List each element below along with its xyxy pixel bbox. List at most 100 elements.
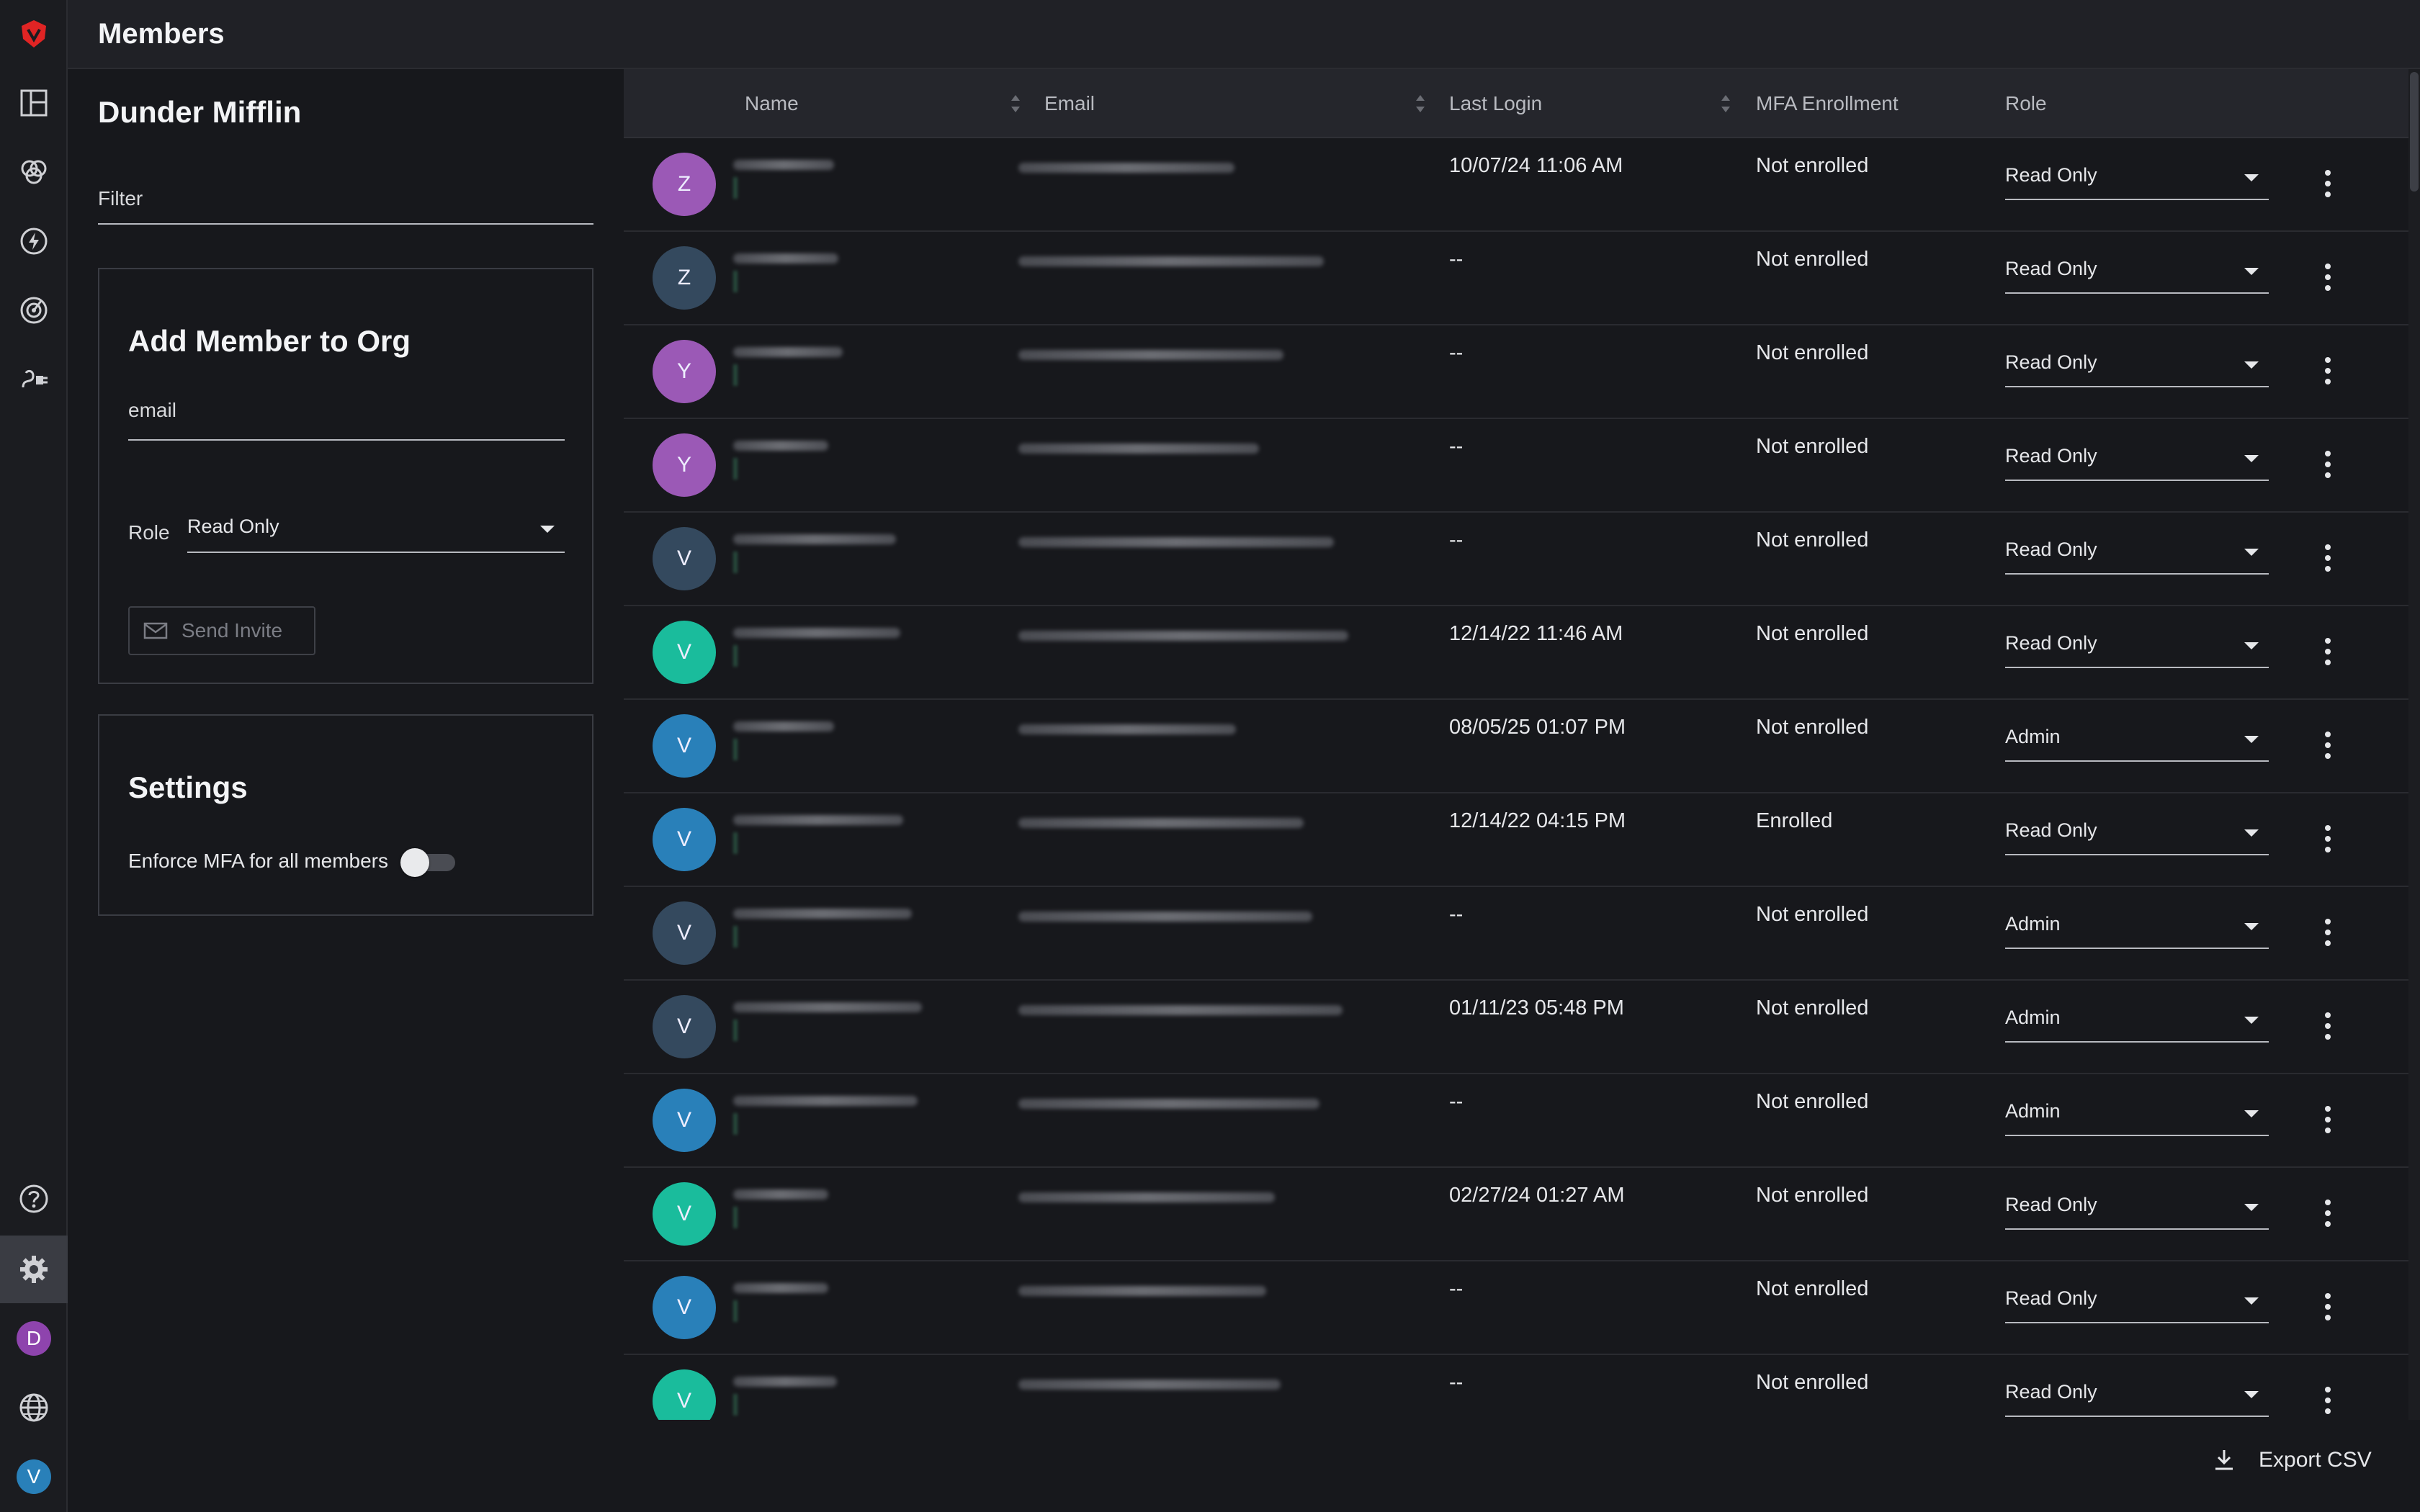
- member-role-select[interactable]: Read Only: [2005, 626, 2269, 668]
- radar-icon[interactable]: [0, 276, 68, 344]
- member-role-select[interactable]: Read Only: [2005, 158, 2269, 200]
- table-row[interactable]: Z -- Not enrolled Read Only: [624, 232, 2408, 325]
- row-more-menu-icon[interactable]: [2321, 914, 2335, 950]
- table-row[interactable]: Z 10/07/24 11:06 AM Not enrolled Read On…: [624, 138, 2408, 232]
- row-more-menu-icon[interactable]: [2321, 446, 2335, 482]
- column-header-mfa[interactable]: MFA Enrollment: [1756, 92, 1899, 114]
- member-name-redacted-mark: [733, 1113, 738, 1135]
- email-input[interactable]: email: [128, 399, 565, 441]
- member-email-redacted: [1018, 1099, 1319, 1109]
- table-row[interactable]: V 12/14/22 11:46 AM Not enrolled Read On…: [624, 606, 2408, 700]
- member-email-redacted: [1018, 163, 1234, 173]
- member-name-redacted-mark: [733, 739, 738, 760]
- dashboard-icon[interactable]: [0, 69, 68, 137]
- mfa-status: Not enrolled: [1756, 248, 1869, 271]
- role-select-value: Read Only: [187, 516, 279, 537]
- member-name-redacted-mark: [733, 645, 738, 667]
- member-name-redacted: [733, 347, 843, 357]
- member-role-select[interactable]: Admin: [2005, 1094, 2269, 1136]
- role-select[interactable]: Read Only: [187, 516, 565, 553]
- intersections-icon[interactable]: [0, 138, 68, 206]
- member-avatar: Z: [653, 246, 716, 310]
- column-header-name[interactable]: Name: [745, 92, 799, 114]
- row-more-menu-icon[interactable]: [2321, 821, 2335, 857]
- table-row[interactable]: V 12/14/22 04:15 PM Enrolled Read Only: [624, 793, 2408, 887]
- member-email-redacted: [1018, 631, 1348, 641]
- member-role-select[interactable]: Read Only: [2005, 252, 2269, 294]
- row-more-menu-icon[interactable]: [2321, 634, 2335, 670]
- export-csv-button[interactable]: Export CSV: [2211, 1443, 2372, 1477]
- member-avatar: V: [653, 808, 716, 871]
- table-row[interactable]: V -- Not enrolled Admin: [624, 887, 2408, 981]
- row-more-menu-icon[interactable]: [2321, 727, 2335, 763]
- sort-email-icon[interactable]: [1413, 92, 1428, 115]
- row-more-menu-icon[interactable]: [2321, 353, 2335, 389]
- member-email-redacted: [1018, 818, 1304, 828]
- table-row[interactable]: Y -- Not enrolled Read Only: [624, 419, 2408, 513]
- settings-title: Settings: [128, 770, 248, 804]
- caret-down-icon: [2244, 1391, 2259, 1398]
- user-avatar-initial: V: [17, 1459, 51, 1494]
- member-email-redacted: [1018, 1005, 1343, 1015]
- caret-down-icon: [2244, 1017, 2259, 1024]
- member-role-select[interactable]: Read Only: [2005, 1188, 2269, 1230]
- member-role-select[interactable]: Admin: [2005, 720, 2269, 762]
- table-scroll-thumb[interactable]: [2410, 72, 2419, 192]
- send-invite-button[interactable]: Send Invite: [128, 606, 315, 655]
- member-avatar: V: [653, 995, 716, 1058]
- member-name-redacted: [733, 253, 838, 264]
- column-header-role[interactable]: Role: [2005, 92, 2047, 114]
- help-icon[interactable]: [0, 1165, 68, 1233]
- member-role-select[interactable]: Read Only: [2005, 533, 2269, 575]
- table-row[interactable]: V -- Not enrolled Read Only: [624, 1261, 2408, 1355]
- member-role-select[interactable]: Read Only: [2005, 439, 2269, 481]
- table-row[interactable]: V 01/11/23 05:48 PM Not enrolled Admin: [624, 981, 2408, 1074]
- mail-icon: [143, 622, 168, 639]
- globe-icon[interactable]: [0, 1374, 68, 1441]
- row-more-menu-icon[interactable]: [2321, 166, 2335, 202]
- lightning-icon[interactable]: [0, 207, 68, 275]
- caret-down-icon: [2244, 829, 2259, 837]
- enforce-mfa-toggle[interactable]: [400, 847, 458, 877]
- row-more-menu-icon[interactable]: [2321, 259, 2335, 295]
- user-avatar-v[interactable]: V: [0, 1443, 68, 1511]
- member-role-select[interactable]: Admin: [2005, 1001, 2269, 1043]
- caret-down-icon: [2244, 1297, 2259, 1305]
- table-row[interactable]: V -- Not enrolled Admin: [624, 1074, 2408, 1168]
- column-header-email[interactable]: Email: [1044, 92, 1095, 114]
- integrations-plug-icon[interactable]: [0, 346, 68, 413]
- row-more-menu-icon[interactable]: [2321, 1382, 2335, 1418]
- member-role-select[interactable]: Admin: [2005, 907, 2269, 949]
- column-header-last-login[interactable]: Last Login: [1449, 92, 1543, 114]
- member-email-redacted: [1018, 1192, 1275, 1202]
- row-more-menu-icon[interactable]: [2321, 1195, 2335, 1231]
- row-more-menu-icon[interactable]: [2321, 1102, 2335, 1138]
- table-scrollbar[interactable]: [2408, 69, 2420, 1420]
- member-email-redacted: [1018, 537, 1334, 547]
- org-avatar-d[interactable]: D: [0, 1305, 68, 1372]
- table-row[interactable]: V 08/05/25 01:07 PM Not enrolled Admin: [624, 700, 2408, 793]
- sort-last-login-icon[interactable]: [1718, 92, 1733, 115]
- caret-down-icon: [2244, 268, 2259, 275]
- member-name-redacted: [733, 628, 900, 638]
- member-avatar: V: [653, 1182, 716, 1246]
- mfa-status: Not enrolled: [1756, 528, 1869, 552]
- member-role-select[interactable]: Read Only: [2005, 346, 2269, 387]
- row-more-menu-icon[interactable]: [2321, 540, 2335, 576]
- last-login-value: 08/05/25 01:07 PM: [1449, 716, 1626, 739]
- table-row[interactable]: V -- Not enrolled Read Only: [624, 1355, 2408, 1420]
- member-name-redacted-mark: [733, 177, 738, 199]
- filter-input[interactable]: Filter: [98, 184, 593, 225]
- member-role-select[interactable]: Read Only: [2005, 1375, 2269, 1417]
- table-row[interactable]: V 02/27/24 01:27 AM Not enrolled Read On…: [624, 1168, 2408, 1261]
- table-row[interactable]: V -- Not enrolled Read Only: [624, 513, 2408, 606]
- row-more-menu-icon[interactable]: [2321, 1008, 2335, 1044]
- table-row[interactable]: Y -- Not enrolled Read Only: [624, 325, 2408, 419]
- row-more-menu-icon[interactable]: [2321, 1289, 2335, 1325]
- member-role-select[interactable]: Read Only: [2005, 814, 2269, 855]
- member-name-redacted-mark: [733, 832, 738, 854]
- settings-gear-icon[interactable]: [0, 1236, 68, 1303]
- member-role-select[interactable]: Read Only: [2005, 1282, 2269, 1323]
- brand-logo-icon[interactable]: [0, 0, 68, 68]
- sort-name-icon[interactable]: [1008, 92, 1023, 115]
